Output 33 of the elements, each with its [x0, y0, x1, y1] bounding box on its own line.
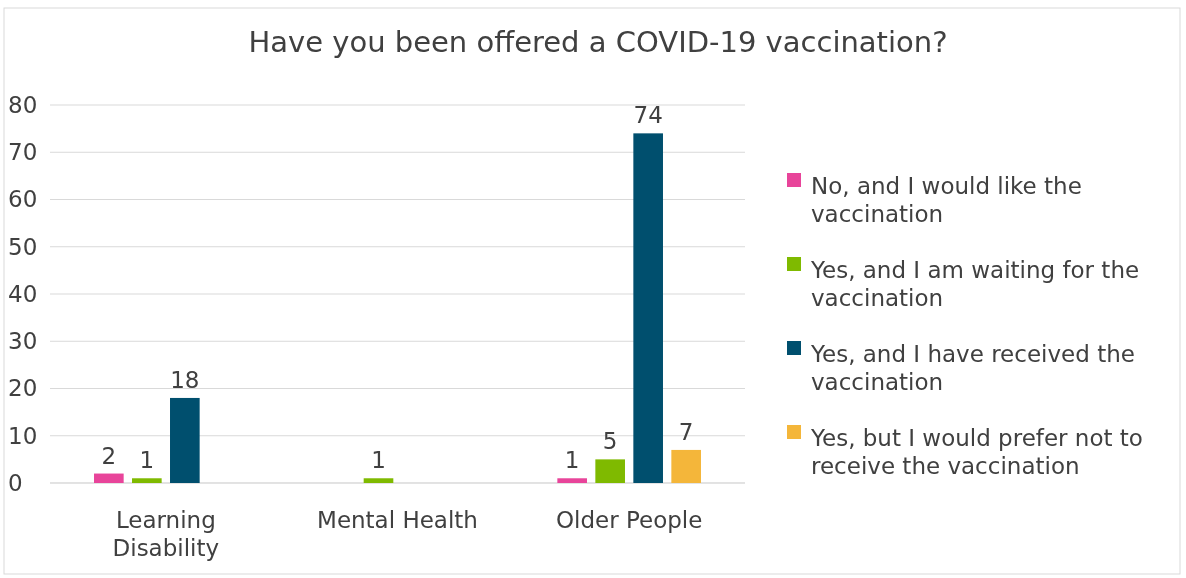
- bar: [170, 397, 200, 483]
- legend-label: No, and I would like the vaccination: [811, 172, 1082, 227]
- x-tick-label: Mental Health: [317, 507, 478, 533]
- data-label: 2: [101, 442, 117, 469]
- data-label: 74: [633, 102, 663, 129]
- chart-title: Have you been offered a COVID-19 vaccination?: [248, 25, 948, 59]
- y-tick-label: 40: [8, 280, 38, 307]
- data-label: 1: [139, 447, 155, 474]
- y-tick-label: 50: [8, 233, 38, 260]
- bar: [595, 459, 625, 483]
- y-tick-label: 20: [8, 375, 38, 402]
- y-tick-label: 0: [8, 469, 23, 496]
- y-tick-label: 30: [8, 328, 38, 355]
- legend-label: Yes, and I am waiting for the vaccination: [810, 256, 1140, 311]
- bar: [557, 478, 587, 483]
- data-label: 18: [170, 366, 200, 393]
- data-label: 1: [564, 447, 580, 474]
- y-tick-label: 60: [8, 186, 38, 213]
- data-label: 5: [602, 428, 618, 455]
- y-tick-label: 70: [8, 139, 38, 166]
- data-label: 1: [371, 447, 386, 474]
- y-tick-label: 10: [8, 422, 38, 449]
- y-tick-label: 80: [8, 91, 38, 118]
- bar: [363, 478, 394, 483]
- bar: [633, 133, 663, 483]
- x-tick-label: Learning Disability: [112, 507, 220, 561]
- data-label: 7: [678, 418, 694, 445]
- bar: [671, 449, 701, 483]
- bar: [132, 478, 162, 483]
- legend-label: Yes, but I would prefer not to receive the vaccination: [810, 424, 1143, 479]
- legend-label: Yes, and I have received the vaccination: [810, 340, 1135, 395]
- bar: [94, 473, 124, 483]
- x-tick-label: Older People: [555, 507, 703, 533]
